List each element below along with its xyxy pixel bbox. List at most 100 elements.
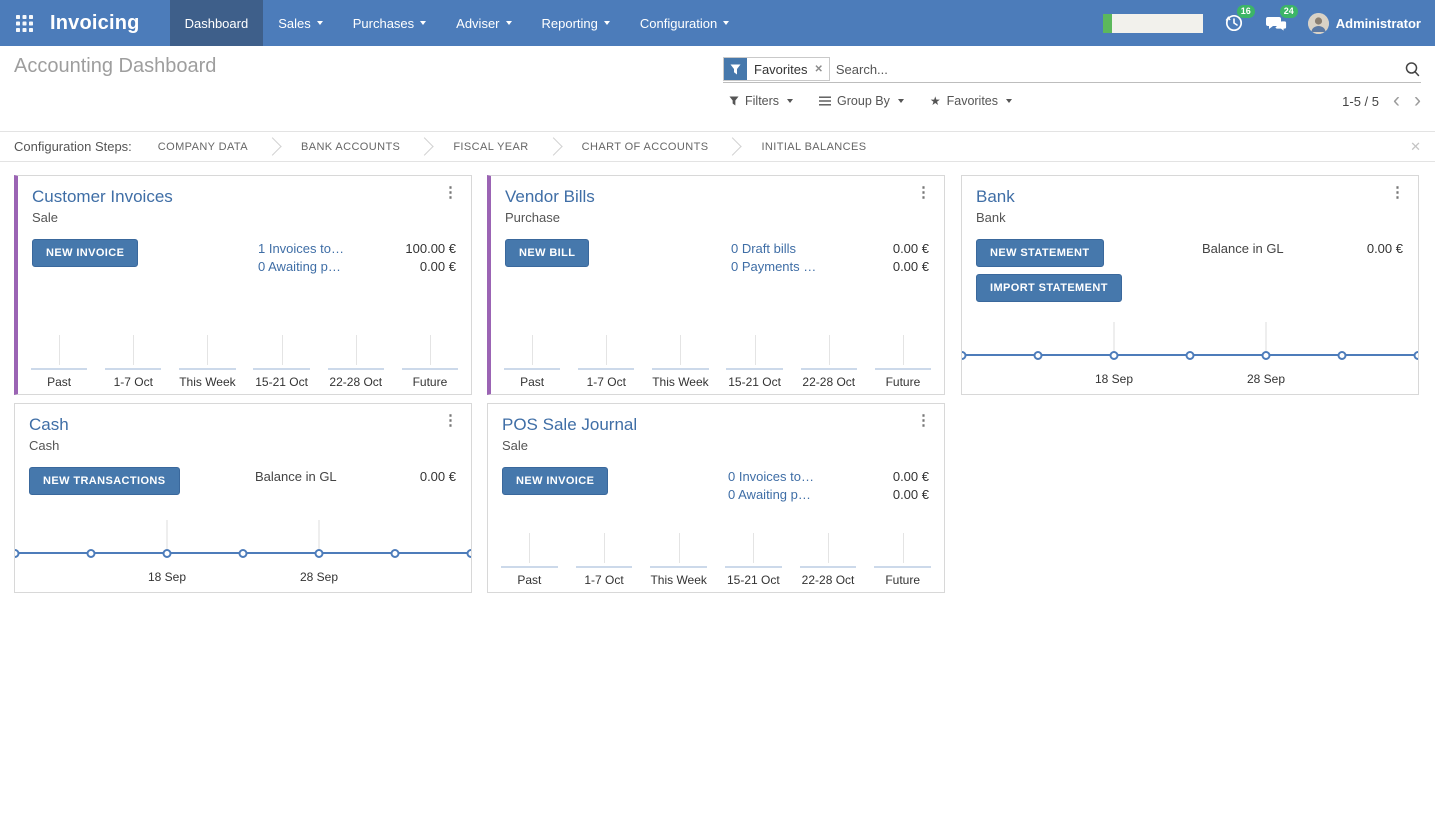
data-point: [962, 350, 967, 360]
card-title-cash[interactable]: Cash: [29, 415, 69, 434]
axis-label: 22-28 Oct: [801, 573, 855, 587]
grid-line: [1113, 322, 1115, 355]
group-by-button[interactable]: Group By: [819, 94, 904, 108]
kebab-menu-icon[interactable]: ⋮: [1390, 184, 1405, 201]
favorites-button[interactable]: ★ Favorites: [930, 94, 1013, 108]
bar-value: [30, 368, 88, 370]
systray: 16 24 Administrator: [1102, 5, 1421, 35]
config-step-initial-balances[interactable]: INITIAL BALANCES: [761, 140, 867, 153]
kpi-row: 0 Awaiting p… 0.00 €: [258, 258, 456, 276]
kpi-label: Balance in GL: [1202, 241, 1284, 256]
bar-group-this-week: This Week: [170, 322, 244, 394]
kpi-link-0-invoices-to[interactable]: 0 Invoices to…: [728, 469, 814, 484]
bar-group-future: Future: [393, 322, 467, 394]
chevron-down-icon: [603, 21, 610, 25]
config-step-bank-accounts[interactable]: BANK ACCOUNTS: [300, 140, 401, 153]
card-title-pos-sale-journal[interactable]: POS Sale Journal: [502, 415, 638, 434]
config-step-company-data[interactable]: COMPANY DATA: [157, 140, 248, 153]
data-point: [314, 548, 324, 558]
search-icon[interactable]: [1399, 61, 1421, 78]
config-step-fiscal-year[interactable]: FISCAL YEAR: [453, 140, 529, 153]
axis-label: 1-7 Oct: [113, 375, 153, 389]
kpi-link-0-draft-bills[interactable]: 0 Draft bills: [731, 241, 797, 256]
chevron-down-icon: [897, 99, 904, 103]
app-name[interactable]: Invoicing: [50, 11, 140, 34]
axis-label: This Week: [652, 375, 709, 389]
axis-label: 28 Sep: [1246, 372, 1286, 386]
bar-value: [401, 368, 459, 370]
new-statement-button[interactable]: NEW STATEMENT: [976, 239, 1104, 267]
nav-item-adviser[interactable]: Adviser: [441, 0, 526, 46]
chevron-down-icon: [787, 99, 794, 103]
bar-group-future: Future: [865, 520, 940, 592]
axis-label: 22-28 Oct: [802, 375, 856, 389]
user-menu[interactable]: Administrator: [1307, 12, 1421, 34]
bar-value: [575, 566, 633, 568]
kpi-link-0-payments[interactable]: 0 Payments …: [731, 259, 817, 274]
kpi-link-0-awaiting-p[interactable]: 0 Awaiting p…: [728, 487, 811, 502]
pager-next-button[interactable]: ›: [1414, 89, 1421, 112]
chevron-right-icon: [263, 137, 282, 156]
kpi-row: 1 Invoices to… 100.00 €: [258, 240, 456, 258]
pager-value[interactable]: 1-5 / 5: [1342, 93, 1379, 109]
card-title-customer-invoices[interactable]: Customer Invoices: [32, 187, 173, 206]
new-bill-button[interactable]: NEW BILL: [505, 239, 590, 267]
new-transactions-button[interactable]: NEW TRANSACTIONS: [29, 467, 180, 495]
chevron-down-icon: [316, 21, 323, 25]
facet-remove-icon[interactable]: ✕: [814, 63, 823, 75]
kpi-amount: 0.00 €: [892, 469, 929, 484]
card-pos-sale-journal: POS Sale Journal Sale ⋮ NEW INVOICE 0 Invoic…: [487, 403, 945, 593]
kpi-amount: 0.00 €: [892, 487, 929, 502]
kpi-link-1-invoices-to[interactable]: 1 Invoices to…: [258, 241, 344, 256]
filters-button[interactable]: Filters: [729, 94, 794, 108]
axis-label: 15-21 Oct: [727, 573, 780, 587]
sparkline-bar-chart: Past 1-7 Oct This Week 15-21 Oct 22-28 Oct Fu…: [22, 322, 467, 394]
kpi-row: 0 Awaiting p… 0.00 €: [728, 486, 929, 504]
bar-value: [726, 368, 783, 370]
grid-tick: [754, 335, 756, 365]
bar-value: [800, 368, 857, 370]
config-steps-close-icon[interactable]: ✕: [1410, 138, 1421, 154]
grid-icon: [15, 14, 33, 32]
data-point: [1413, 350, 1418, 360]
nav-item-reporting[interactable]: Reporting: [527, 0, 625, 46]
search-bar: Favorites ✕: [723, 56, 1421, 83]
search-facet: Favorites ✕: [723, 57, 830, 81]
search-input[interactable]: [835, 61, 1399, 77]
nav-item-dashboard[interactable]: Dashboard: [169, 0, 264, 46]
kebab-menu-icon[interactable]: ⋮: [443, 184, 458, 201]
axis-label: Future: [412, 375, 448, 389]
new-invoice-button[interactable]: NEW INVOICE: [32, 239, 139, 267]
bar-value: [105, 368, 162, 370]
nav-item-purchases[interactable]: Purchases: [338, 0, 441, 46]
activities-icon[interactable]: 16: [1222, 5, 1255, 35]
apps-menu-icon[interactable]: [14, 13, 34, 33]
messages-icon[interactable]: 24: [1265, 5, 1298, 35]
nav-item-sales[interactable]: Sales: [263, 0, 338, 46]
pager-previous-button[interactable]: ‹: [1393, 89, 1400, 112]
kebab-menu-icon[interactable]: ⋮: [916, 412, 931, 429]
new-invoice-button[interactable]: NEW INVOICE: [502, 467, 609, 495]
kebab-menu-icon[interactable]: ⋮: [916, 184, 931, 201]
data-point: [1261, 350, 1271, 360]
import-statement-button[interactable]: IMPORT STATEMENT: [976, 274, 1122, 302]
grid-line: [1265, 322, 1267, 355]
kpi-amount: 100.00 €: [405, 241, 456, 256]
card-title-vendor-bills[interactable]: Vendor Bills: [505, 187, 595, 206]
axis-label: Past: [517, 573, 542, 587]
card-title-bank[interactable]: Bank: [976, 187, 1015, 206]
axis-label: 15-21 Oct: [728, 375, 781, 389]
kpi-link-0-awaiting-p[interactable]: 0 Awaiting p…: [258, 259, 341, 274]
kebab-menu-icon[interactable]: ⋮: [443, 412, 458, 429]
person-icon: [1307, 12, 1329, 34]
page-title: Accounting Dashboard: [14, 55, 217, 77]
bar-group-this-week: This Week: [641, 520, 716, 592]
list-icon: [819, 96, 832, 106]
bar-group-1-7-oct: 1-7 Oct: [567, 520, 642, 592]
bar-value: [724, 566, 782, 568]
data-point: [1337, 350, 1347, 360]
nav-item-configuration[interactable]: Configuration: [625, 0, 744, 46]
pager: 1-5 / 5 ‹ ›: [1342, 89, 1421, 112]
grid-tick: [355, 335, 357, 365]
config-step-chart-of-accounts[interactable]: CHART OF ACCOUNTS: [581, 140, 709, 153]
